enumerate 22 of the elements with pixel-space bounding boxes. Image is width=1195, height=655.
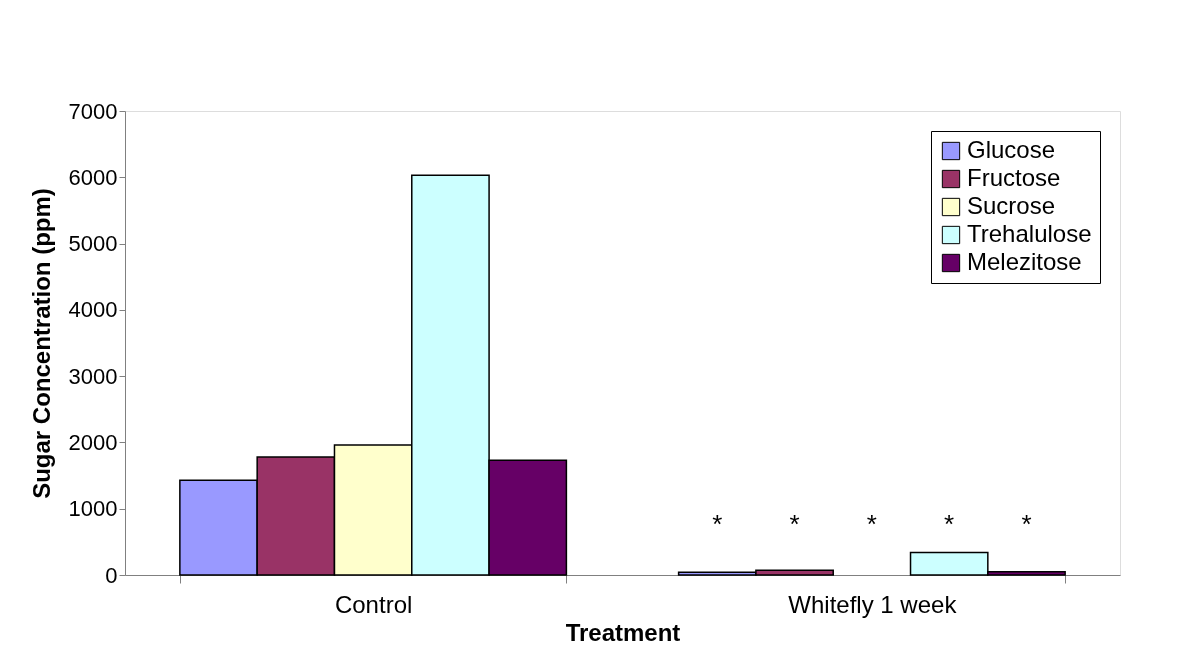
x-tick-label: Control bbox=[334, 590, 413, 618]
y-axis-title: Sugar Concentration (ppm) bbox=[27, 188, 55, 499]
y-tick-label: 1000 bbox=[68, 496, 118, 522]
annotation: * bbox=[712, 509, 723, 539]
y-tick-label: 0 bbox=[105, 562, 118, 588]
x-axis-title: Treatment bbox=[565, 618, 681, 646]
y-tick-label: 6000 bbox=[68, 164, 118, 190]
y-tick-label: 5000 bbox=[68, 231, 118, 257]
y-tick-label: 4000 bbox=[68, 297, 118, 323]
legend-label: Glucose bbox=[967, 136, 1056, 163]
legend-label: Melezitose bbox=[967, 248, 1082, 275]
annotation: * bbox=[1021, 509, 1032, 539]
legend-label: Trehalulose bbox=[967, 220, 1092, 247]
y-tick-label: 3000 bbox=[68, 363, 118, 389]
y-tick-label: 2000 bbox=[68, 429, 118, 455]
x-tick-label: Whitefly 1 week bbox=[788, 590, 958, 618]
legend-label: Sucrose bbox=[967, 192, 1056, 219]
annotation: * bbox=[866, 509, 877, 539]
annotation: * bbox=[789, 509, 800, 539]
legend-label: Fructose bbox=[967, 164, 1061, 191]
annotation: * bbox=[944, 509, 955, 539]
y-tick-label: 7000 bbox=[68, 98, 118, 124]
